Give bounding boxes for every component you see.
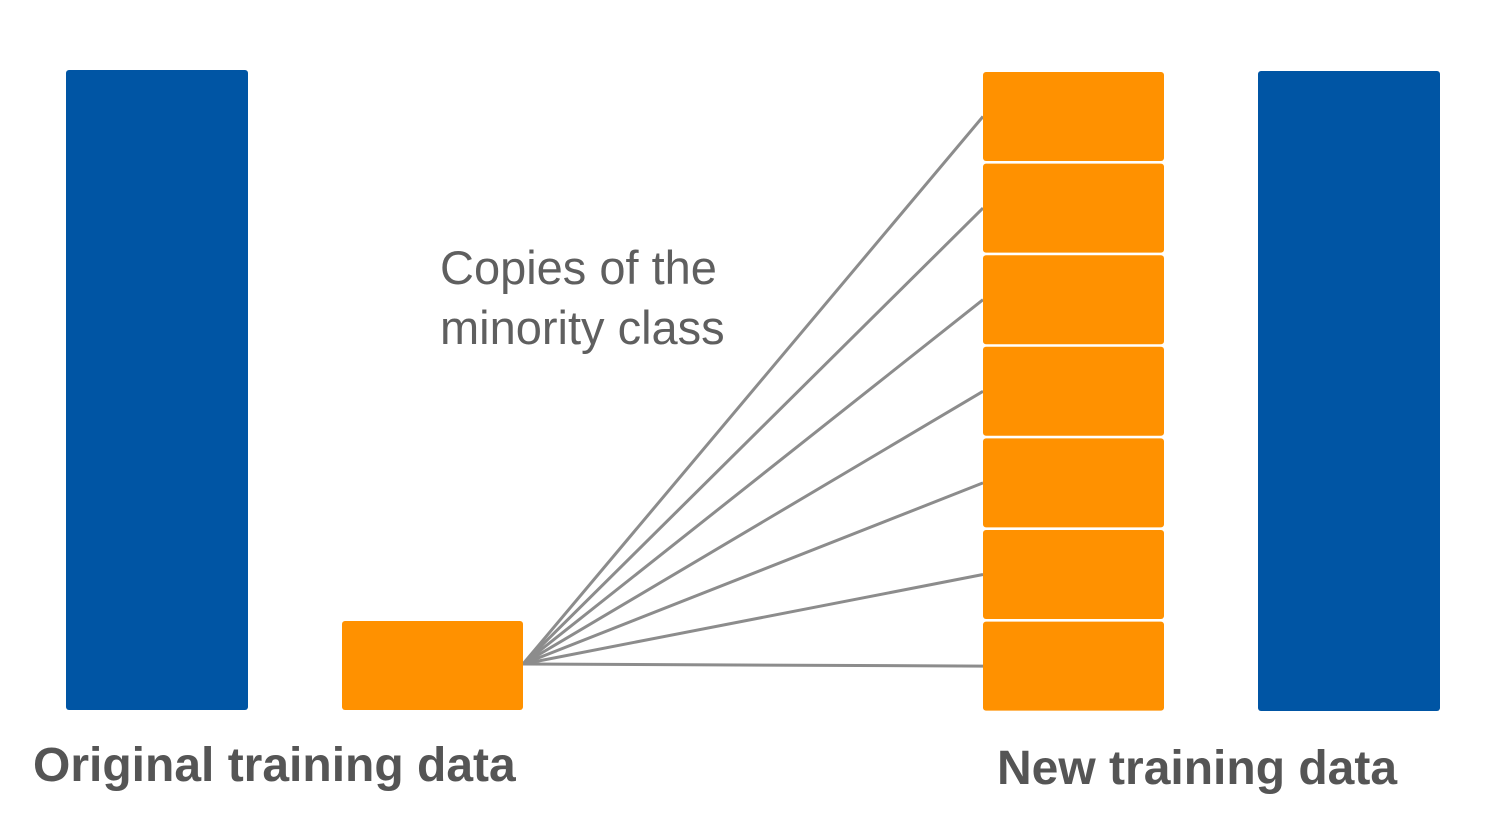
copy-connector-line <box>521 115 985 665</box>
copy-connector-line <box>522 481 984 666</box>
annotation-line-2: minority class <box>440 301 725 354</box>
minority-copy-block <box>983 530 1164 619</box>
original-minority-class-block <box>342 621 523 710</box>
copy-connector-line <box>522 390 984 666</box>
original-majority-class-bar <box>66 70 248 710</box>
copies-annotation: Copies of the minority class <box>440 238 725 358</box>
annotation-line-1: Copies of the <box>440 241 717 294</box>
minority-class-copies-stack <box>983 72 1164 711</box>
original-training-data-label: Original training data <box>33 739 516 792</box>
new-majority-class-bar <box>1258 71 1440 711</box>
minority-copy-block <box>983 255 1164 345</box>
copy-connector-line <box>522 573 984 666</box>
new-training-data-label: New training data <box>997 742 1398 795</box>
copy-connector-line <box>521 207 985 666</box>
minority-copy-block <box>983 163 1164 253</box>
copy-connectors <box>521 115 985 668</box>
minority-copy-block <box>983 621 1164 711</box>
copy-connector-line <box>522 298 984 666</box>
minority-copy-block <box>983 438 1164 528</box>
minority-copy-block <box>983 72 1164 161</box>
copy-connector-line <box>522 662 984 668</box>
minority-copy-block <box>983 346 1164 436</box>
